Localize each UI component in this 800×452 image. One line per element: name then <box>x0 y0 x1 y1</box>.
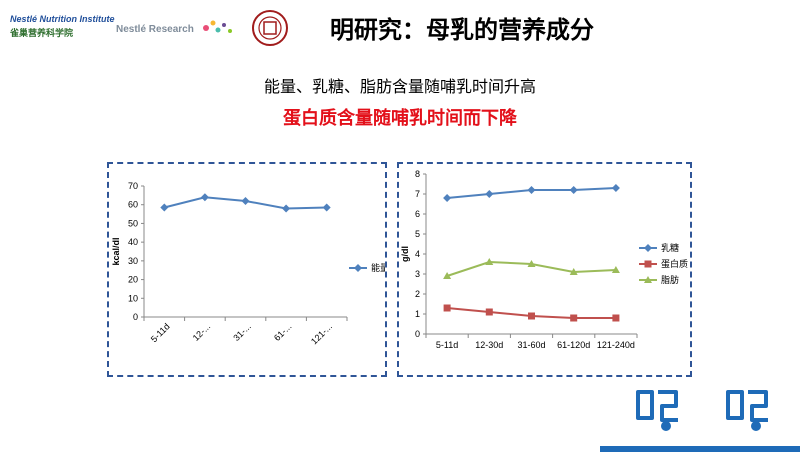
y-tick-label: 20 <box>128 275 138 285</box>
legend-entry: 蛋白质 <box>639 258 688 270</box>
data-point <box>570 314 578 322</box>
y-tick-label: 60 <box>128 200 138 210</box>
subtitle-protein: 蛋白质含量随哺乳时间而下降 <box>283 108 517 129</box>
nutrients-line-chart: 0 1 2 3 4 5 6 7 8 5-11d 12-30d 31-60d 61-120d 121-240… <box>400 169 688 350</box>
y-tick-label: 7 <box>415 189 420 199</box>
y-tick-label: 50 <box>128 218 138 228</box>
data-point <box>612 314 620 322</box>
y-tick-label: 70 <box>128 181 138 191</box>
legend-entry: 乳糖 <box>639 242 679 254</box>
data-point <box>160 203 169 212</box>
legend-marker <box>644 244 652 252</box>
y-tick-label: 8 <box>415 169 420 179</box>
series-0 <box>160 193 331 213</box>
x-tick-label: 121-240d <box>597 340 635 350</box>
nutrients-chart-box: 0 1 2 3 4 5 6 7 8 5-11d 12-30d 31-60d 61-120d 121-240… <box>397 162 692 377</box>
x-tick-label: 5-11d <box>436 340 458 350</box>
legend-marker <box>354 264 362 272</box>
y-tick-label: 0 <box>415 329 420 339</box>
data-point <box>527 260 536 267</box>
legend-marker <box>644 260 652 268</box>
y-tick-label: 5 <box>415 229 420 239</box>
data-point <box>485 308 493 316</box>
y-tick-label: 0 <box>133 312 138 322</box>
series-2 <box>443 258 620 279</box>
y-tick-label: 3 <box>415 269 420 279</box>
data-point <box>527 186 536 194</box>
x-tick-label: 31-... <box>231 321 253 343</box>
brand-glyph-icon <box>636 390 678 431</box>
x-tick-label: 61-120d <box>557 340 590 350</box>
nestle-nutrition-logo: Nestlé Nutrition Institute <box>10 14 115 24</box>
nestle-nutrition-logo-cn: 雀巢营养科学院 <box>9 27 73 39</box>
x-tick-label: 31-60d <box>517 340 545 350</box>
data-point <box>241 196 250 205</box>
legend-label: 脂肪 <box>661 274 679 286</box>
y-tick-label: 4 <box>415 249 420 259</box>
data-point <box>611 184 620 192</box>
data-point <box>322 203 331 212</box>
x-tick-label: 12-... <box>191 321 213 343</box>
brand-glyph-icon-2 <box>726 390 768 431</box>
y-tick-label: 1 <box>415 309 420 319</box>
y-tick-label: 2 <box>415 289 420 299</box>
x-tick-label: 121-... <box>309 321 334 346</box>
data-point <box>443 304 451 312</box>
footer-decoration <box>600 390 800 452</box>
data-point <box>282 204 291 213</box>
series-0 <box>443 184 620 202</box>
x-tick-label: 12-30d <box>475 340 503 350</box>
legend-entry: 脂肪 <box>639 274 679 286</box>
y-tick-label: 30 <box>128 256 138 266</box>
data-point <box>569 186 578 194</box>
data-point <box>200 193 209 202</box>
y-tick-label: 10 <box>128 293 138 303</box>
data-point <box>485 258 494 265</box>
data-point <box>528 312 535 320</box>
legend-entry: 能量 <box>349 262 385 274</box>
legend-marker <box>644 276 652 283</box>
data-point <box>443 272 452 279</box>
header-logos: Nestlé Nutrition Institute 雀巢营养科学院 Nestl… <box>9 10 288 46</box>
legend-label: 乳糖 <box>661 242 679 254</box>
energy-chart-box: 0 10 20 30 40 50 60 70 5-11d 12-... 31-... 61-... 12… <box>107 162 387 377</box>
y-tick-label: 40 <box>128 237 138 247</box>
series-1 <box>443 304 620 322</box>
legend-label: 能量 <box>371 262 385 274</box>
energy-line-chart: 0 10 20 30 40 50 60 70 5-11d 12-... 31-... 61-... 12… <box>111 181 385 346</box>
colorful-sparkle-icon <box>203 20 232 33</box>
x-tick-label: 5-11d <box>149 321 172 344</box>
y-tick-label: 6 <box>415 209 420 219</box>
data-point <box>485 190 494 198</box>
data-point <box>443 194 452 202</box>
x-tick-label: 61-... <box>272 321 294 343</box>
y-axis-label: kcal/dl <box>111 237 121 265</box>
nestle-research-logo: Nestlé Research <box>116 24 194 35</box>
footer-bar <box>600 446 800 452</box>
subtitle-energy-lactose-fat: 能量、乳糖、脂肪含量随哺乳时间升高 <box>263 77 536 96</box>
page-title: 明研究：母乳的营养成分 <box>330 16 594 44</box>
data-point <box>611 266 620 273</box>
y-axis-label: g/dl <box>400 246 410 262</box>
data-point <box>569 268 578 275</box>
university-seal-icon <box>252 10 288 46</box>
legend-label: 蛋白质 <box>661 258 688 270</box>
